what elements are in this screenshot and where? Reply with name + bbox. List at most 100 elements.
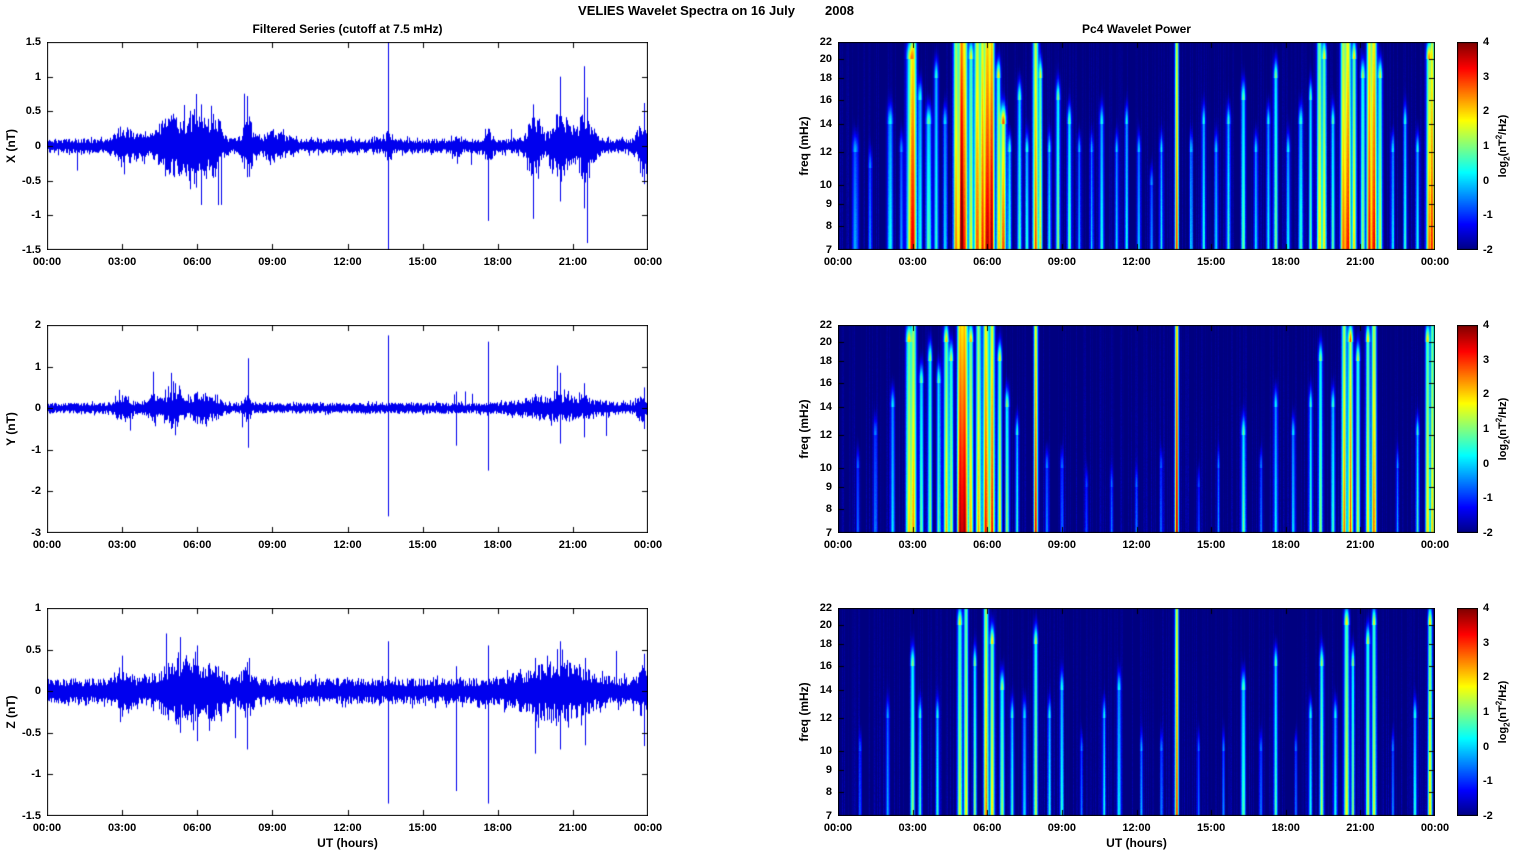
y-tick-label: 2 [34, 319, 41, 331]
colorbar-tick-label: 2 [1483, 388, 1490, 401]
y-filtered-series-ylabel: Y (nT) [4, 412, 18, 446]
y-tick-label: 14 [819, 684, 832, 697]
y-wavelet-power-colorbar: 4 3 2 1 0 -1 -2 log2(nT2/Hz) [1457, 319, 1511, 539]
colorbar-label: log2(nT2/Hz) [1495, 115, 1512, 178]
z-filtered-series-canvas [47, 608, 648, 816]
x-wavelet-power-canvas [838, 42, 1435, 250]
y-tick-label: 9 [825, 764, 832, 777]
x-tick-label: 12:00 [333, 256, 362, 268]
y-tick-label: 7 [825, 527, 832, 539]
panel-x-wavelet-power: Pc4 Wavelet Power freq (mHz) 00:00 03:00 06:… [797, 22, 1511, 268]
colorbar-tick-label: 3 [1483, 70, 1490, 83]
colorbar-tick-label: 2 [1483, 105, 1490, 118]
x-tick-label: 00:00 [823, 822, 853, 834]
z-filtered-series-ylabel: Z (nT) [4, 695, 18, 729]
x-tick-label: 00:00 [1420, 539, 1450, 551]
y-wavelet-power-colorbar-canvas [1457, 325, 1478, 533]
x-tick-label: 06:00 [183, 256, 212, 268]
x-tick-label: 09:00 [258, 539, 287, 551]
x-tick-label: 21:00 [1346, 539, 1375, 551]
colorbar-label-part: 2 [1494, 700, 1504, 706]
colorbar-tick-label: 2 [1483, 671, 1490, 684]
x-tick-label: 09:00 [1047, 539, 1076, 551]
panel-y-filtered-series: Y (nT) 00:00 03:00 06:00 09:00 12:00 15:00 18:0… [4, 319, 662, 551]
x-tick-label: 15:00 [408, 822, 437, 834]
colorbar-tick-label: 1 [1483, 423, 1490, 435]
x-tick-label: 18:00 [483, 256, 512, 268]
x-tick-label: 03:00 [898, 539, 927, 551]
x-tick-label: 00:00 [32, 822, 62, 834]
x-tick-label: 21:00 [1346, 822, 1375, 834]
y-tick-label: 18 [819, 355, 832, 368]
y-tick-label: -2 [31, 485, 41, 498]
y-tick-label: 20 [819, 619, 832, 632]
x-tick-label: 06:00 [183, 539, 212, 551]
x-wavelet-power-ylabel: freq (mHz) [797, 116, 811, 176]
y-tick-label: 1 [34, 602, 41, 614]
x-tick-label: 00:00 [1420, 822, 1450, 834]
y-tick-label: 8 [825, 785, 832, 798]
y-tick-label: 9 [825, 481, 832, 494]
x-tick-label: 09:00 [1047, 822, 1076, 834]
figure-title-year: 2008 [825, 3, 854, 18]
x-tick-label: 12:00 [333, 822, 362, 834]
z-filtered-series-xlabel: UT (hours) [317, 836, 378, 850]
y-tick-label: 12 [819, 429, 832, 442]
x-tick-label: 12:00 [333, 539, 362, 551]
y-tick-label: 8 [825, 502, 832, 515]
x-filtered-series-ylabel: X (nT) [4, 129, 18, 163]
colorbar-tick-label: 3 [1483, 353, 1490, 366]
y-wavelet-power-ylabel: freq (mHz) [797, 399, 811, 459]
colorbar-label-part: 2 [1502, 439, 1512, 444]
y-tick-label: 7 [825, 810, 832, 822]
y-tick-label: -1 [31, 443, 41, 456]
y-tick-label: 16 [819, 376, 832, 389]
x-wavelet-power-colorbar: 4 3 2 1 0 -1 -2 log2(nT2/Hz) [1457, 36, 1511, 256]
colorbar-tick-label: 0 [1483, 174, 1490, 187]
panel-z-wavelet-power: freq (mHz) UT (hours) 00:00 03:00 06:00 09:00… [797, 602, 1511, 850]
y-tick-label: -1 [31, 209, 41, 222]
x-tick-label: 00:00 [32, 539, 62, 551]
y-tick-label: 12 [819, 712, 832, 725]
colorbar-tick-label: -2 [1483, 244, 1493, 256]
colorbar-label-part: (nT [1497, 139, 1510, 157]
y-tick-label: -1.5 [22, 810, 41, 822]
y-tick-label: 22 [819, 36, 832, 48]
y-tick-label: 1 [34, 70, 41, 83]
y-tick-label: 8 [825, 219, 832, 232]
colorbar-tick-label: -1 [1483, 209, 1493, 222]
x-tick-label: 15:00 [408, 539, 437, 551]
y-tick-label: 18 [819, 72, 832, 85]
y-tick-label: 1 [34, 360, 41, 373]
x-tick-label: 18:00 [1271, 822, 1300, 834]
y-filtered-series-canvas [47, 325, 648, 533]
colorbar-tick-label: 0 [1483, 457, 1490, 470]
z-wavelet-power-colorbar: 4 3 2 1 0 -1 -2 log2(nT2/Hz) [1457, 602, 1511, 822]
x-tick-label: 18:00 [483, 539, 512, 551]
y-tick-label: 9 [825, 198, 832, 211]
colorbar-label-part: log [1497, 443, 1510, 461]
colorbar-tick-label: 1 [1483, 140, 1490, 152]
y-tick-label: -0.5 [22, 174, 41, 187]
y-tick-label: 10 [819, 745, 832, 758]
x-tick-label: 15:00 [1197, 539, 1226, 551]
colorbar-label-part: (nT [1497, 422, 1510, 440]
x-tick-label: 03:00 [898, 822, 927, 834]
y-tick-label: 0.5 [25, 643, 41, 656]
colorbar-label-part: /Hz) [1497, 397, 1510, 418]
x-tick-label: 18:00 [483, 822, 512, 834]
x-tick-label: 18:00 [1271, 539, 1300, 551]
y-tick-label: 0 [34, 685, 41, 698]
z-wavelet-power-colorbar-canvas [1457, 608, 1478, 816]
panel-z-filtered-series: Z (nT) UT (hours) 00:00 03:00 06:00 09:00 12:0… [4, 602, 662, 850]
colorbar-label: log2(nT2/Hz) [1495, 681, 1512, 744]
y-tick-label: 22 [819, 602, 832, 614]
colorbar-tick-label: 1 [1483, 706, 1490, 718]
colorbar-tick-label: 4 [1483, 319, 1490, 331]
panel-x-filtered-series: Filtered Series (cutoff at 7.5 mHz) X (nT… [4, 22, 662, 268]
y-tick-label: 22 [819, 319, 832, 331]
y-tick-label: 18 [819, 638, 832, 651]
x-tick-label: 00:00 [633, 256, 663, 268]
x-wavelet-power-colorbar-canvas [1457, 42, 1478, 250]
x-tick-label: 00:00 [32, 256, 62, 268]
